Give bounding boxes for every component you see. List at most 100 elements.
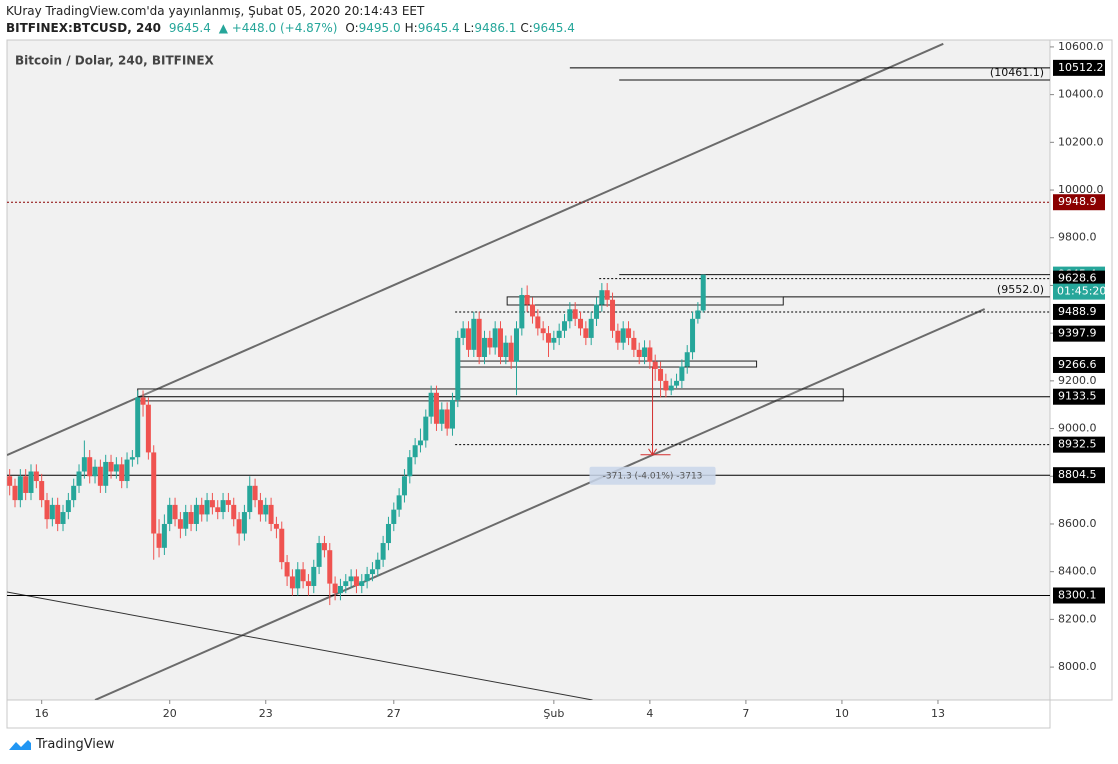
candle-body: [562, 321, 568, 331]
candle-body: [391, 509, 397, 524]
candle-body: [668, 385, 674, 391]
ohlc-label: O:: [345, 21, 359, 35]
countdown: 01:45:20: [1057, 285, 1106, 298]
candle-body: [663, 380, 669, 391]
ohlc-value: 9645.4: [532, 21, 575, 35]
measure-box: [589, 466, 716, 485]
candle-body: [327, 550, 333, 584]
candle-body: [311, 566, 317, 586]
price-label: 8804.5: [1058, 468, 1097, 481]
range-box: [137, 388, 844, 402]
candle-body: [81, 457, 87, 472]
price-label: 10512.2: [1058, 61, 1104, 74]
candle-body: [76, 471, 82, 486]
price-label-bg: [1053, 194, 1105, 211]
candle-body: [247, 485, 253, 513]
candle-body: [465, 328, 471, 350]
candle-body: [455, 337, 461, 400]
candle-body: [177, 519, 183, 529]
y-tick-label: 9000.0: [1058, 422, 1097, 435]
candle-body: [401, 476, 407, 496]
chart-title: Bitcoin / Dolar, 240, BITFINEX: [15, 54, 215, 68]
x-tick-label: Şub: [543, 707, 564, 720]
price-label-bg: [1053, 303, 1105, 320]
candle-body: [300, 569, 306, 582]
candle-body: [257, 500, 263, 515]
candle-body: [113, 464, 119, 472]
candle-body: [199, 504, 205, 515]
footer: TradingView: [8, 737, 115, 752]
countdown-bg: [1053, 283, 1105, 300]
candle-body: [572, 309, 578, 319]
brand: TradingView: [36, 737, 115, 752]
x-tick-label: 4: [646, 707, 653, 720]
ohlc-label: C:: [520, 21, 533, 35]
candle-body: [594, 304, 600, 319]
candle-body: [135, 397, 141, 458]
logo: [9, 739, 31, 750]
candle-body: [343, 581, 349, 586]
candle-body: [519, 294, 525, 329]
candle-body: [295, 569, 301, 589]
candle-body: [151, 452, 157, 534]
candle-body: [385, 523, 391, 544]
candle-body: [567, 309, 573, 322]
candle-body: [204, 500, 210, 515]
ohlc-label: L:: [463, 21, 475, 35]
candle-body: [412, 445, 418, 458]
axis-layer: 8000.08200.08400.08600.08800.09000.09200…: [35, 40, 1107, 720]
candle-body: [684, 352, 690, 367]
candle-body: [215, 507, 221, 513]
candle-body: [556, 330, 562, 338]
candle-body: [540, 328, 546, 334]
candle-body: [615, 330, 621, 343]
range-box: [457, 360, 758, 368]
candle-body: [289, 576, 295, 589]
candle-body: [492, 328, 498, 348]
candle-body: [12, 485, 18, 501]
price-label-bg: [1053, 356, 1105, 373]
candle-body: [129, 457, 135, 460]
candle-body: [626, 328, 632, 338]
candle-body: [119, 464, 125, 482]
candle-body: [417, 440, 423, 446]
candle-body: [583, 328, 589, 338]
candle-body: [167, 504, 173, 524]
header-line: KUray TradingView.com'da yayınlanmış, Şu…: [6, 4, 425, 18]
candle-body: [193, 504, 199, 524]
trend-line: [7, 591, 593, 700]
candle-body: [578, 318, 584, 329]
price-label-bg: [1053, 467, 1105, 484]
candle-body: [65, 500, 71, 513]
candle-body: [348, 576, 354, 582]
candle-body: [252, 485, 258, 501]
candle-body: [321, 543, 327, 551]
candle-body: [337, 585, 343, 594]
price-label-bg: [1053, 388, 1105, 405]
x-tick-label: 20: [163, 707, 177, 720]
candle-body: [231, 504, 237, 520]
price-label: 9628.6: [1058, 272, 1097, 285]
plot-area: [6, 39, 1051, 701]
candle-body: [449, 399, 455, 429]
candle-body: [225, 500, 231, 505]
candle-body: [268, 504, 274, 524]
candle-body: [44, 500, 50, 520]
candle-body: [380, 543, 386, 560]
y-tick-label: 9200.0: [1058, 374, 1097, 387]
candle-body: [359, 581, 365, 586]
price-label: 9266.6: [1058, 358, 1097, 371]
measure-label: -371.3 (-4.01%) -3713: [603, 471, 703, 481]
y-tick-label: 10000.0: [1058, 183, 1104, 196]
candle-body: [610, 299, 616, 331]
candle-body: [690, 318, 696, 353]
price-label-bg: [1053, 270, 1105, 287]
candle-body: [444, 409, 450, 429]
candle-body: [263, 504, 269, 515]
candle-body: [209, 500, 215, 508]
candle-body: [433, 392, 439, 424]
candle-body: [273, 523, 279, 529]
candle-body: [535, 316, 541, 329]
candle-body: [481, 337, 487, 358]
